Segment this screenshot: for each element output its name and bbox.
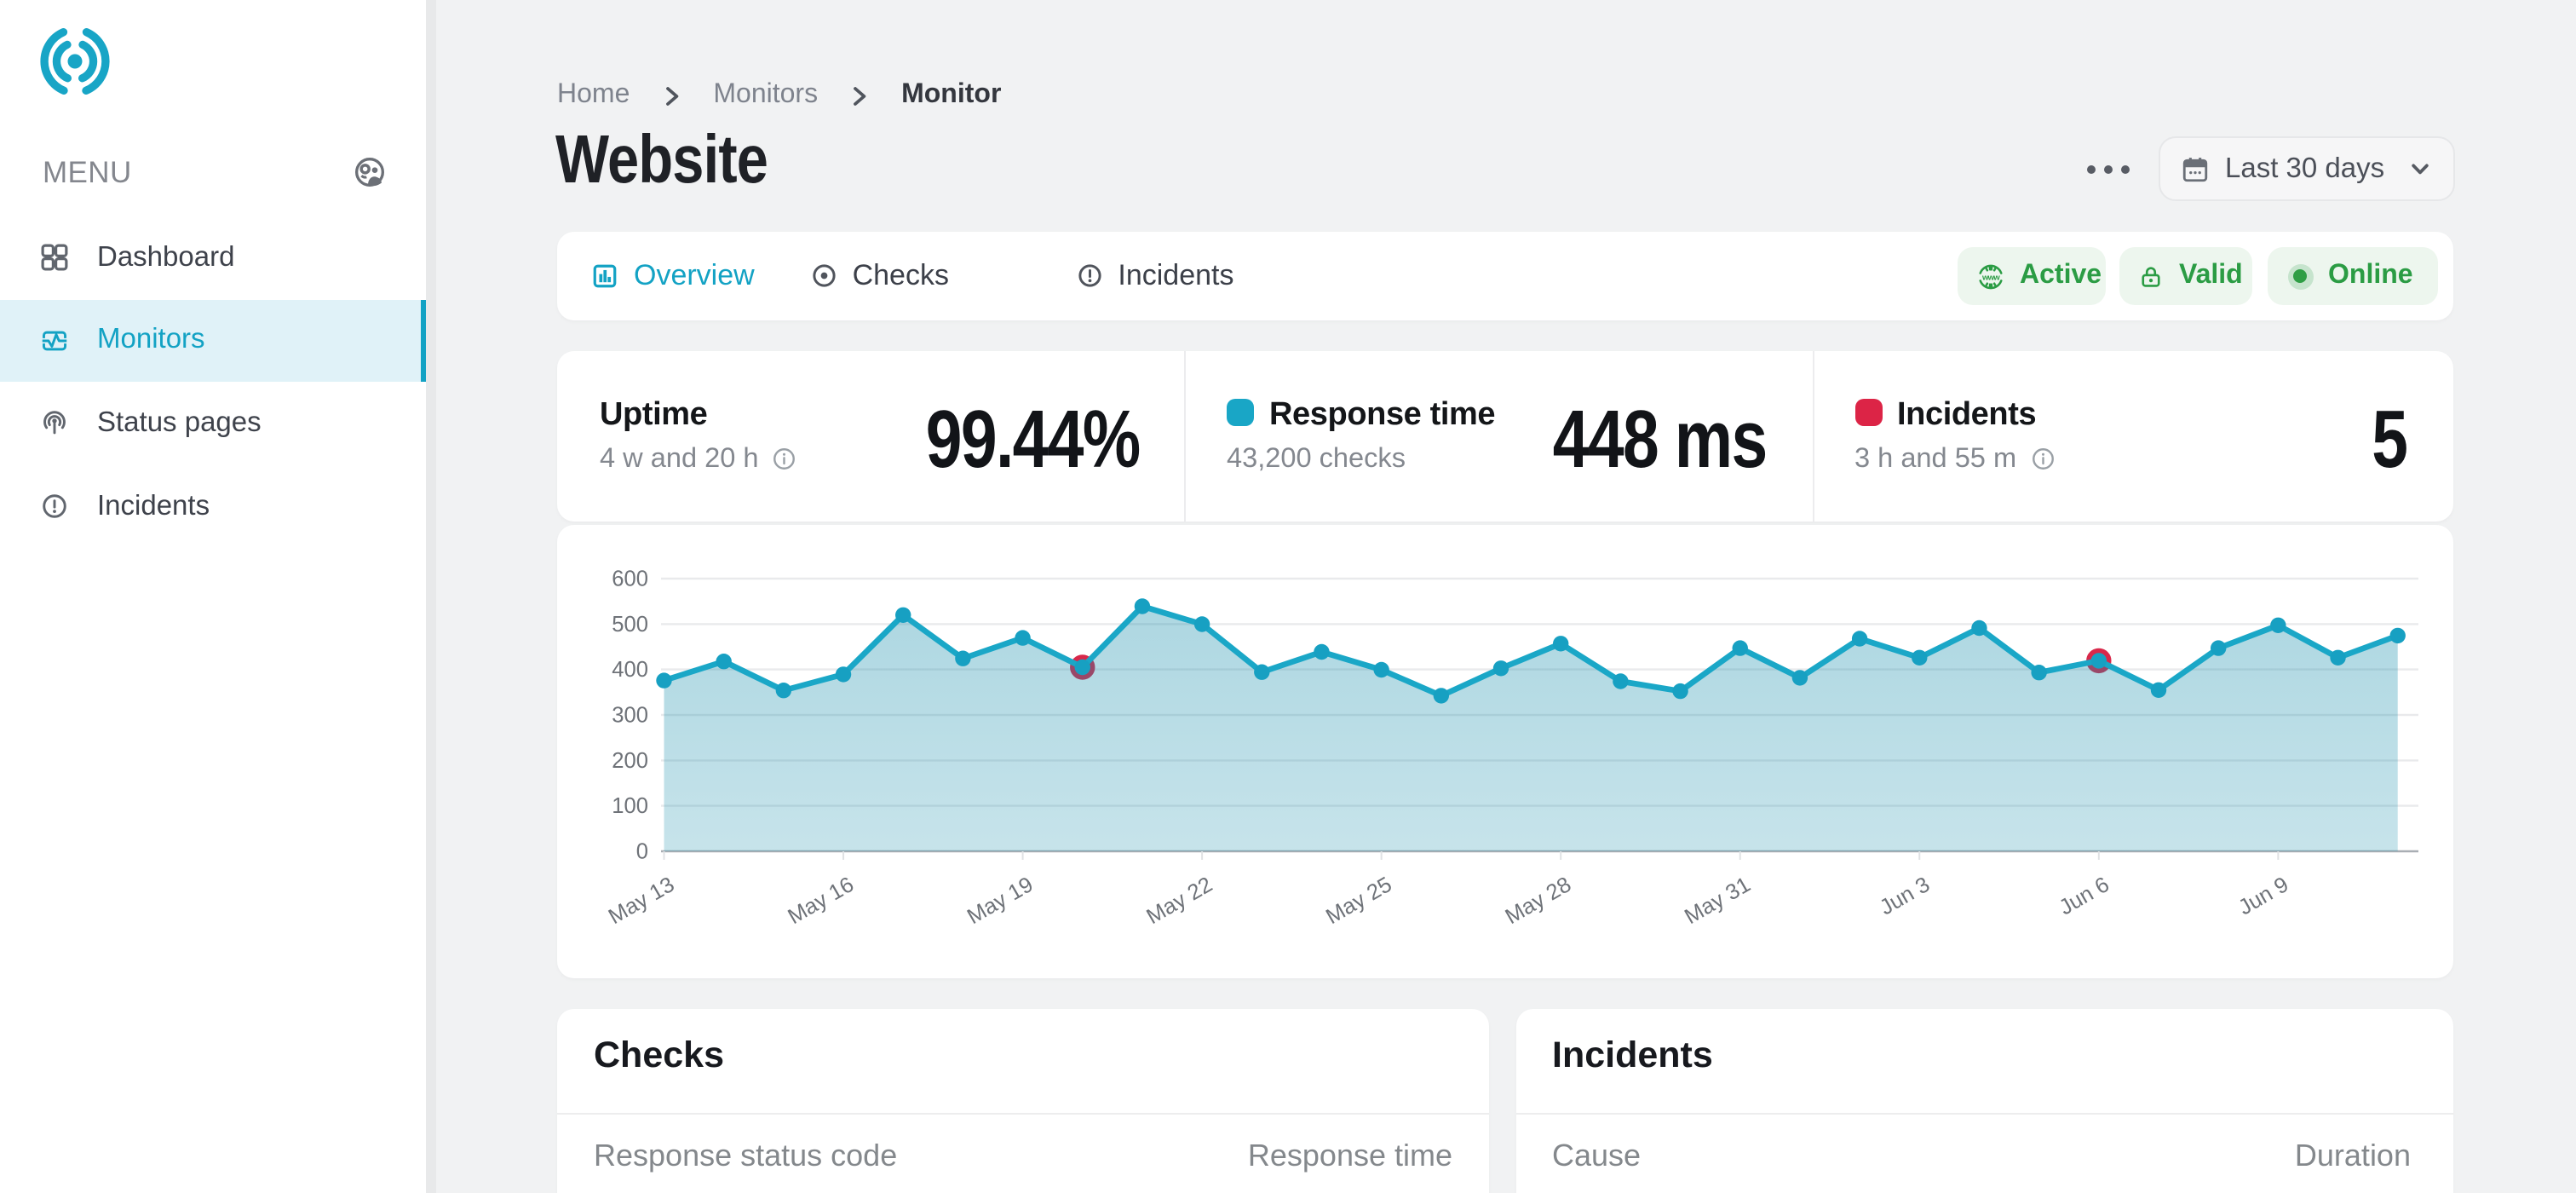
svg-text:May 31: May 31 bbox=[1681, 873, 1755, 929]
svg-text:May 16: May 16 bbox=[784, 873, 858, 929]
svg-text:100: 100 bbox=[612, 794, 648, 818]
svg-text:May 19: May 19 bbox=[963, 873, 1038, 929]
svg-text:Jun 6: Jun 6 bbox=[2056, 873, 2113, 920]
svg-text:Jun 3: Jun 3 bbox=[1876, 873, 1934, 920]
svg-text:May 22: May 22 bbox=[1142, 873, 1216, 929]
svg-text:www: www bbox=[1981, 272, 1999, 281]
svg-text:May 13: May 13 bbox=[605, 873, 679, 929]
svg-text:500: 500 bbox=[612, 613, 648, 637]
svg-text:400: 400 bbox=[612, 658, 648, 682]
svg-text:200: 200 bbox=[612, 749, 648, 773]
svg-text:300: 300 bbox=[612, 704, 648, 728]
svg-text:May 28: May 28 bbox=[1502, 873, 1576, 929]
svg-text:May 25: May 25 bbox=[1322, 873, 1396, 929]
svg-text:0: 0 bbox=[636, 840, 648, 864]
svg-text:600: 600 bbox=[612, 568, 648, 591]
svg-text:Jun 9: Jun 9 bbox=[2234, 873, 2292, 920]
